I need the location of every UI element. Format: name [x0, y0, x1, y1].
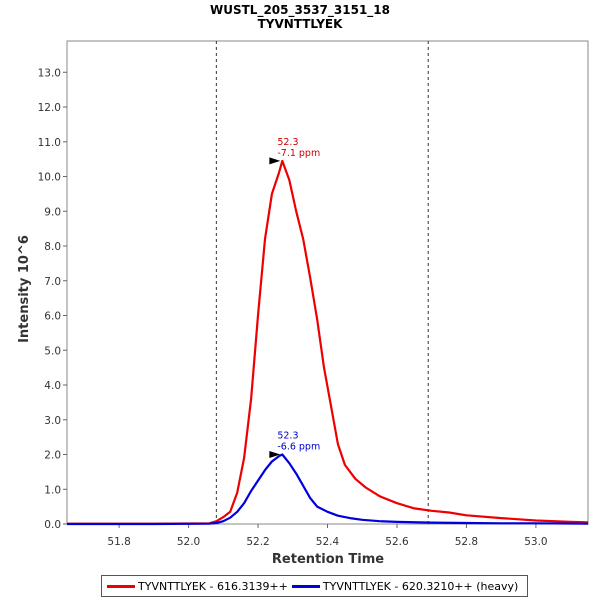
y-axis-label: Intensity 10^6 [17, 235, 32, 343]
y-tick-label: 12.0 [38, 102, 61, 114]
y-tick-label: 1.0 [44, 484, 61, 496]
x-tick-label: 52.0 [177, 536, 200, 548]
chart-title: WUSTL_205_3537_3151_18 [210, 3, 390, 18]
x-axis-label: Retention Time [272, 552, 384, 567]
y-tick-label: 7.0 [44, 276, 61, 288]
legend: TYVNTTLYEK - 616.3139++ TYVNTTLYEK - 620… [101, 575, 529, 597]
peak-marker [269, 157, 281, 165]
peak-label: -6.6 ppm [277, 442, 320, 453]
y-tick-label: 2.0 [44, 450, 61, 462]
y-tick-label: 4.0 [44, 380, 61, 392]
x-tick-label: 52.2 [246, 536, 269, 548]
y-tick-label: 5.0 [44, 345, 61, 357]
y-tick-label: 9.0 [44, 206, 61, 218]
peak-marker [269, 451, 281, 459]
x-tick-label: 52.8 [455, 536, 478, 548]
y-tick-label: 10.0 [38, 172, 61, 184]
chart-subtitle: TYVNTTLYEK [258, 17, 344, 31]
peak-label: 52.3 [277, 431, 298, 442]
plot-area [66, 40, 589, 525]
x-tick-label: 52.6 [385, 536, 409, 548]
y-tick-label: 13.0 [38, 67, 61, 79]
y-tick-label: 0.0 [44, 519, 61, 531]
series-line-light [67, 159, 589, 525]
series-line-heavy [67, 453, 589, 526]
legend-swatch-light [107, 584, 135, 588]
x-tick-label: 53.0 [524, 536, 547, 548]
peak-label: 52.3 [277, 137, 298, 148]
y-tick-label: 11.0 [38, 137, 61, 149]
series-layer [67, 159, 589, 526]
y-tick-label: 8.0 [44, 241, 61, 253]
y-tick-label: 3.0 [44, 415, 61, 427]
y-tick-label: 6.0 [44, 311, 61, 323]
x-tick-label: 51.8 [107, 536, 130, 548]
legend-swatch-heavy [291, 584, 320, 588]
legend-label-light: TYVNTTLYEK - 616.3139++ [138, 579, 288, 593]
legend-label-heavy: TYVNTTLYEK - 620.3210++ (heavy) [322, 579, 519, 593]
y-axis: 0.0 1.0 2.0 3.0 4.0 5.0 6.0 7.0 8.0 9.0 10.0 11.0 12… [38, 67, 67, 531]
peak-label: -7.1 ppm [277, 148, 320, 159]
x-axis: 51.8 52.0 52.2 52.4 52.6 52.8 53.0 [107, 524, 548, 548]
integration-boundaries [215, 41, 429, 524]
legend-item-heavy[interactable]: TYVNTTLYEK - 620.3210++ (heavy) [291, 579, 519, 593]
x-tick-label: 52.4 [316, 536, 340, 548]
legend-item-light[interactable]: TYVNTTLYEK - 616.3139++ [107, 580, 288, 593]
